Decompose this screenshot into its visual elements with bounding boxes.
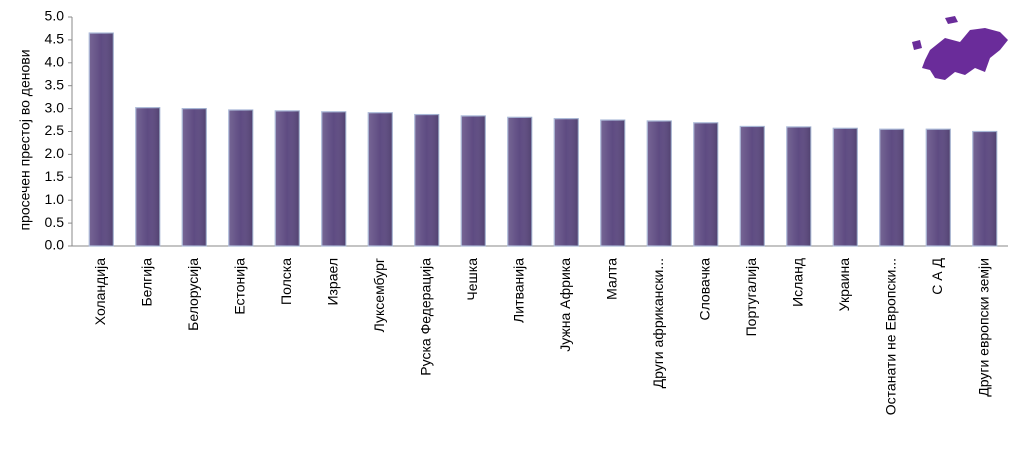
y-tick-label: 1.0 (45, 191, 65, 207)
y-axis-title: просечен престој во денови (17, 49, 33, 230)
bar-shade (507, 117, 532, 246)
y-tick-label: 4.0 (45, 54, 65, 70)
y-tick-label: 3.5 (45, 76, 65, 92)
y-tick-label: 4.5 (45, 31, 65, 47)
x-tick-label: Малта (603, 258, 619, 300)
bar-shade (275, 110, 300, 246)
x-tick-label: Чешка (464, 258, 480, 301)
bar-shade (135, 107, 160, 247)
x-tick-label: Други европски земји (975, 258, 991, 397)
bar-shade (228, 109, 253, 246)
bar-shade (647, 120, 672, 246)
bar-shade (461, 115, 486, 246)
x-tick-label: Луксембург (371, 258, 387, 332)
y-tick-label: 0.0 (45, 237, 65, 253)
europe-icon (912, 16, 1008, 80)
bar-shade (693, 122, 718, 246)
x-tick-label: Останати не Европски... (882, 258, 898, 415)
x-tick-label: Израел (324, 258, 340, 306)
x-tick-label: Украина (836, 258, 852, 312)
x-tick-label: Исланд (789, 258, 805, 307)
bar-shade (879, 129, 904, 246)
x-tick-label: Белгија (138, 258, 154, 307)
x-tick-label: Полска (278, 258, 294, 305)
y-tick-label: 3.0 (45, 99, 65, 115)
bar-shade (89, 33, 114, 246)
x-tick-label: Литванија (510, 258, 526, 323)
bar-shade (554, 118, 579, 246)
bar-shade (786, 126, 811, 246)
y-tick-label: 2.5 (45, 122, 65, 138)
bar-shade (182, 108, 207, 246)
y-tick-label: 5.0 (45, 8, 65, 24)
y-tick-label: 1.5 (45, 168, 65, 184)
bar-shade (740, 126, 765, 246)
bar-shade (600, 120, 625, 246)
x-tick-label: С А Д (929, 257, 945, 294)
bar-shade (833, 128, 858, 246)
x-tick-label: Други африкански... (650, 258, 666, 388)
x-tick-label: Руска Федерација (417, 258, 433, 376)
x-tick-label: Јужна Африка (557, 258, 573, 352)
bar-shade (926, 129, 951, 246)
bar-shade (414, 114, 439, 246)
y-tick-label: 2.0 (45, 145, 65, 161)
x-tick-label: Белорусија (185, 258, 201, 331)
x-tick-label: Португалија (743, 258, 759, 337)
bar-shade (972, 131, 997, 246)
x-tick-label: Естонија (231, 258, 247, 315)
bar-shade (368, 112, 393, 246)
bar-shade (321, 111, 346, 246)
y-tick-label: 0.5 (45, 214, 65, 230)
x-tick-label: Холандија (92, 258, 108, 325)
x-tick-label: Словачка (696, 258, 712, 321)
